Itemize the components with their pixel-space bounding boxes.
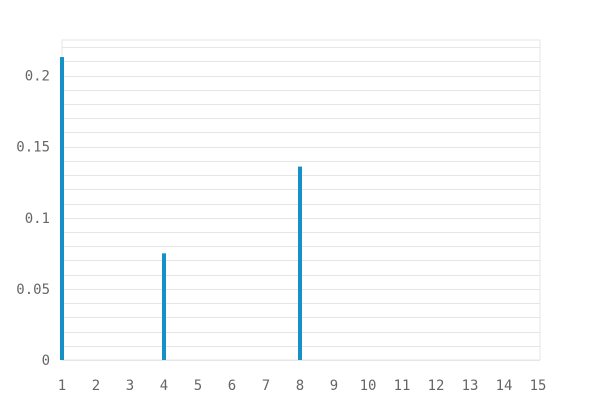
y-tick-label: 0.2 — [25, 69, 50, 85]
y-tick-label: 0 — [42, 353, 50, 369]
x-tick-label: 5 — [194, 378, 202, 394]
x-tick-label: 2 — [92, 378, 100, 394]
x-tick-label: 11 — [394, 378, 411, 394]
y-tick-label: 0.1 — [25, 211, 50, 227]
x-axis-ticks: 1 2 3 4 5 6 7 8 9 10 11 12 13 14 15 — [58, 378, 547, 394]
x-tick-label: 6 — [228, 378, 236, 394]
x-tick-label: 15 — [530, 378, 547, 394]
x-tick-label: 14 — [496, 378, 513, 394]
x-tick-label: 1 — [58, 378, 66, 394]
bars — [60, 57, 302, 361]
bar-1 — [60, 57, 64, 361]
x-tick-label: 4 — [160, 378, 168, 394]
x-tick-label: 12 — [428, 378, 445, 394]
x-tick-label: 13 — [462, 378, 479, 394]
y-tick-label: 0.15 — [16, 140, 50, 156]
bar-8 — [298, 166, 302, 360]
bar-4 — [162, 253, 166, 360]
y-tick-label: 0.05 — [16, 282, 50, 298]
x-tick-label: 3 — [126, 378, 134, 394]
x-tick-label: 8 — [296, 378, 304, 394]
y-axis-ticks: 0 0.05 0.1 0.15 0.2 — [16, 69, 50, 369]
x-tick-label: 9 — [330, 378, 338, 394]
x-tick-label: 10 — [360, 378, 377, 394]
x-tick-label: 7 — [262, 378, 270, 394]
